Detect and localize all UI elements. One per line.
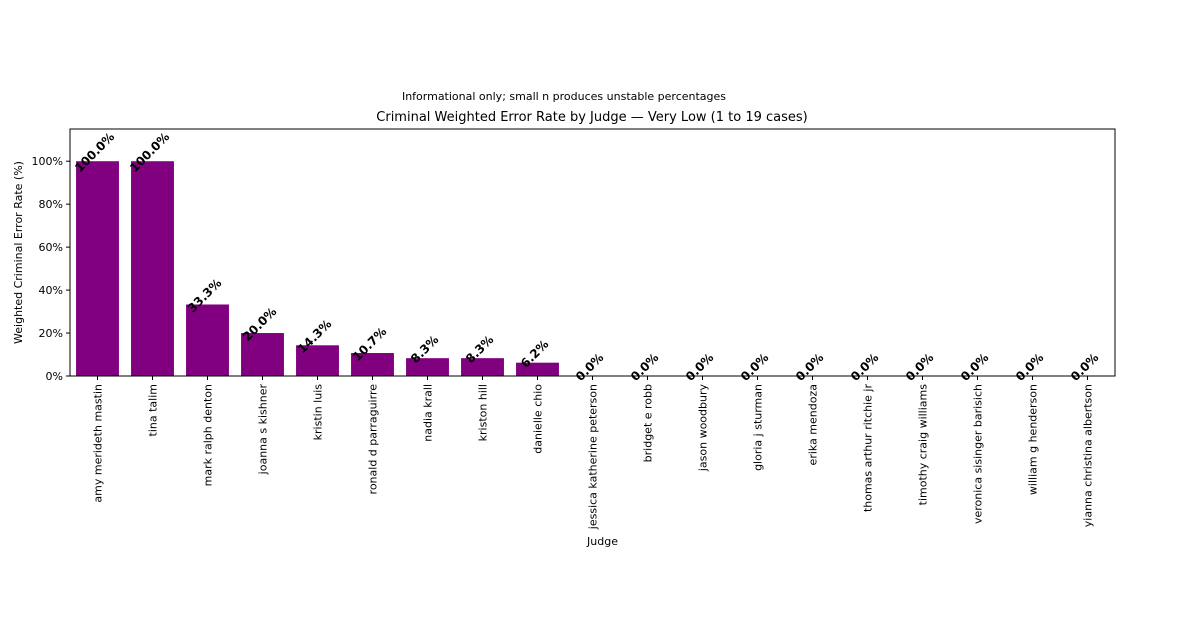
x-tick-label: tina talim [147,384,160,436]
data-label: 0.0% [683,350,716,383]
plot-area: 100.0% 100.0%33.3%20.0% 14.3% 10.7% 8.3% 8.3%… [32,128,1116,530]
bar [406,358,449,376]
x-tick-label: william g henderson [1027,384,1040,495]
x-tick-label: danielle chio [532,384,545,454]
bar [186,304,229,376]
data-label: 0.0% [738,350,771,383]
x-tick-label: erika mendoza [807,384,820,465]
x-tick-label: kriston hill [477,384,490,441]
x-tick-label: timothy craig williams [917,384,930,506]
bar [241,333,284,376]
x-tick-label: ronald d parraguirre [367,384,380,495]
x-axis-title: Judge [586,535,618,548]
data-label: 0.0% [903,350,936,383]
x-tick-label: jessica katherine peterson [587,384,600,530]
x-tick-label: mark ralph denton [202,384,215,486]
data-label: 0.0% [793,350,826,383]
chart-subtitle: Informational only; small n produces uns… [402,90,726,103]
x-tick-label: amy merideth mastin [92,384,105,503]
x-axis: amy merideth mastin tina talim mark ralph … [92,376,1095,530]
bar [131,161,174,376]
y-tick-label: 0% [46,370,63,383]
x-tick-label: nadia krall [422,384,435,442]
x-tick-label: joanna s kishner [257,384,270,476]
data-label: 0.0% [1068,350,1101,383]
x-tick-label: yianna christina albertson [1082,384,1095,527]
y-tick-label: 20% [39,327,63,340]
y-tick-label: 60% [39,241,63,254]
bar-group [76,161,559,376]
bar [516,362,559,376]
data-label: 0.0% [1013,350,1046,383]
y-axis: 0% 20% 40% 60% 80% 100% [32,155,70,383]
bar [461,358,504,376]
x-tick-label: thomas arthur ritchie jr [862,384,875,513]
y-tick-label: 80% [39,198,63,211]
y-tick-label: 100% [32,155,63,168]
bar [296,345,339,376]
data-label: 0.0% [848,350,881,383]
bar [351,353,394,376]
y-tick-label: 40% [39,284,63,297]
x-tick-label: jason woodbury [697,384,710,473]
x-tick-label: gloria j sturman [752,384,765,471]
x-tick-label: kristin luis [312,384,325,441]
bar [76,161,119,376]
x-tick-label: bridget e robb [642,384,655,462]
y-axis-title: Weighted Criminal Error Rate (%) [12,161,25,344]
data-label: 0.0% [573,350,606,383]
x-tick-label: veronica sisinger barisich [972,384,985,524]
data-label: 0.0% [958,350,991,383]
data-label: 0.0% [628,350,661,383]
chart-title: Criminal Weighted Error Rate by Judge — … [376,110,807,125]
